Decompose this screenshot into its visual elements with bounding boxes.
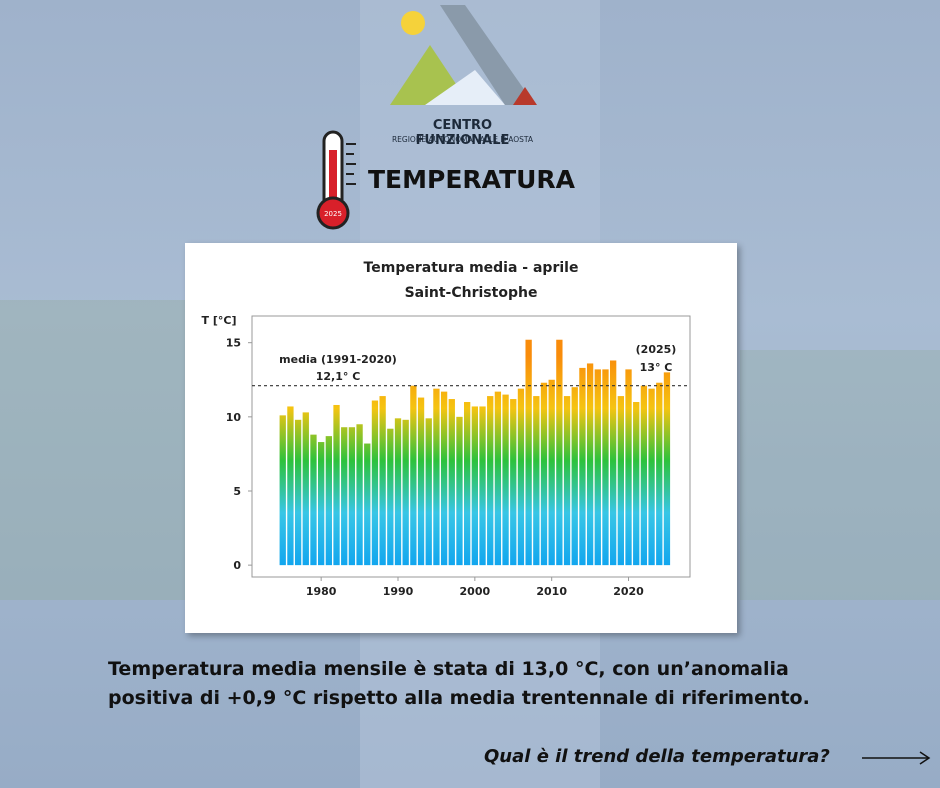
- annotation: 13° C: [640, 361, 673, 374]
- bar: [563, 396, 571, 566]
- bar: [663, 372, 671, 566]
- bar: [610, 360, 617, 566]
- chart-subtitle: Saint-Christophe: [405, 285, 538, 301]
- thermometer-icon: 2025: [316, 130, 356, 230]
- header-title: TEMPERATURA: [368, 165, 576, 194]
- bar: [479, 406, 486, 566]
- bar: [287, 406, 294, 566]
- bar: [379, 396, 386, 566]
- body-line: Temperatura media mensile è stata di 13,…: [108, 658, 789, 680]
- bar: [594, 369, 601, 566]
- bar: [517, 388, 525, 566]
- bar: [533, 396, 540, 566]
- bar: [394, 418, 402, 566]
- y-tick-label: 0: [233, 559, 241, 572]
- bar: [302, 412, 309, 566]
- bar: [333, 404, 340, 566]
- annotation: media (1991-2020): [279, 353, 397, 366]
- x-tick-label: 2000: [460, 585, 491, 598]
- x-tick-label: 2010: [536, 585, 567, 598]
- logo-subtitle: REGIONE AUTONOMA VALLE D'AOSTA: [391, 135, 534, 144]
- bar: [586, 363, 594, 566]
- bar: [440, 391, 448, 566]
- bar: [448, 399, 455, 566]
- body-text: Temperatura media mensile è stata di 13,…: [108, 655, 810, 713]
- bar: [525, 339, 532, 566]
- y-tick-label: 5: [233, 485, 241, 498]
- bar: [364, 443, 371, 566]
- bar: [471, 406, 478, 566]
- bar: [456, 416, 463, 566]
- bar: [348, 427, 356, 566]
- y-tick-label: 10: [226, 411, 242, 424]
- bar: [633, 402, 640, 566]
- logo-title: CENTRO FUNZIONALE: [415, 118, 510, 148]
- trend-link[interactable]: Qual è il trend della temperatura?: [484, 746, 830, 767]
- bar: [279, 415, 286, 566]
- chart: Temperatura media - aprile Saint-Christo…: [202, 260, 691, 598]
- logo-graphic: [390, 5, 537, 105]
- bar: [433, 388, 440, 566]
- bar: [294, 419, 302, 566]
- bar: [579, 367, 586, 566]
- bar: [656, 382, 663, 566]
- bar: [402, 419, 409, 566]
- bar: [571, 387, 578, 566]
- bar: [602, 369, 609, 566]
- annotation: 12,1° C: [316, 370, 361, 383]
- annotation: (2025): [636, 343, 677, 356]
- icon-label: 2025: [324, 210, 342, 218]
- bar: [464, 402, 471, 566]
- bar: [417, 397, 425, 566]
- x-tick-label: 2020: [613, 585, 644, 598]
- bar: [548, 379, 555, 566]
- y-axis-label: T [°C]: [202, 314, 237, 327]
- body-line: positiva di +0,9 °C rispetto alla media …: [108, 687, 810, 709]
- bar: [356, 424, 363, 566]
- bar: [617, 396, 624, 566]
- y-tick-label: 15: [226, 337, 241, 350]
- chart-title: Temperatura media - aprile: [364, 260, 579, 276]
- arrow-icon: [862, 751, 931, 765]
- bar: [502, 394, 509, 566]
- bar: [318, 442, 325, 566]
- bar: [648, 388, 655, 566]
- x-tick-label: 1990: [383, 585, 414, 598]
- bar: [494, 391, 502, 566]
- bar: [487, 396, 494, 566]
- bar: [556, 339, 563, 566]
- bar: [310, 434, 317, 566]
- bar: [540, 382, 548, 566]
- bar: [325, 436, 332, 566]
- bar: [410, 385, 417, 566]
- bar: [371, 400, 379, 566]
- plot-frame: [251, 315, 691, 578]
- x-tick-label: 1980: [306, 585, 337, 598]
- bar: [625, 369, 632, 566]
- bar: [640, 385, 648, 566]
- bar: [425, 418, 432, 566]
- bar: [341, 427, 348, 566]
- bar: [387, 428, 394, 566]
- bar: [510, 399, 517, 566]
